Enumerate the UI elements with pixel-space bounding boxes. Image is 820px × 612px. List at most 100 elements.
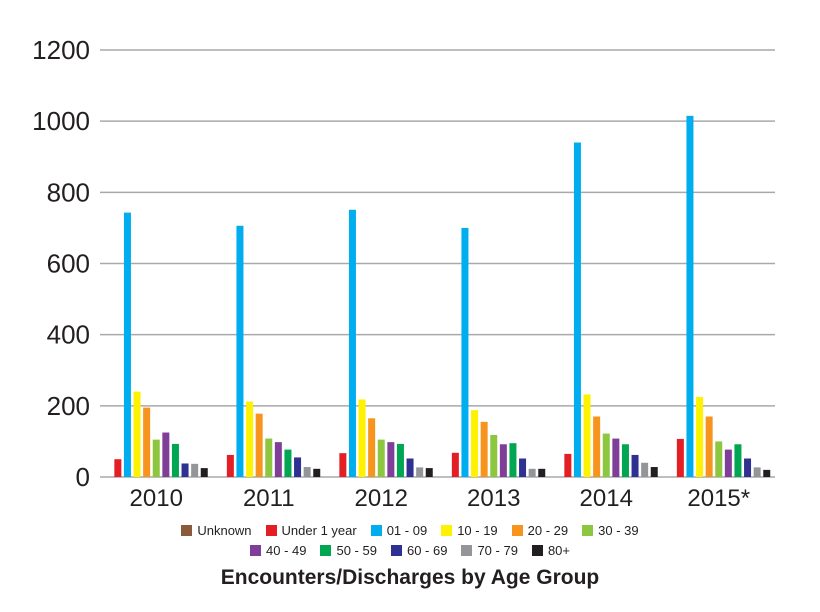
bar xyxy=(763,469,771,477)
chart-title: Encounters/Discharges by Age Group xyxy=(220,566,600,589)
y-tick-labels: 0 200 400 600 800 1000 1200 xyxy=(32,35,90,492)
bar xyxy=(724,449,732,477)
legend-swatch xyxy=(511,524,523,536)
bar xyxy=(528,468,536,477)
bar xyxy=(676,438,684,477)
legend-item: 40 - 49 xyxy=(250,543,306,558)
bar xyxy=(226,454,234,477)
legend-item: 30 - 39 xyxy=(582,522,639,538)
bar xyxy=(162,432,170,477)
bar xyxy=(499,444,507,477)
legend: Unknown Under 1 year 01 - 09 10 - 19 20 - 29… xyxy=(0,520,820,560)
bar xyxy=(715,441,723,477)
legend-row: 40 - 49 50 - 59 60 - 69 70 - 79 80+ xyxy=(0,540,820,560)
bar xyxy=(200,468,208,477)
bar xyxy=(583,394,591,477)
bars xyxy=(114,115,771,477)
legend-swatch xyxy=(370,524,382,536)
bar xyxy=(621,444,629,477)
legend-item: 50 - 59 xyxy=(320,542,377,558)
legend-swatch xyxy=(390,544,402,556)
legend-swatch xyxy=(461,544,473,556)
bar xyxy=(274,442,282,477)
x-tick-label: 2014 xyxy=(580,485,633,512)
bar xyxy=(368,418,376,477)
x-tick-label: 2011 xyxy=(243,485,295,512)
bar xyxy=(294,457,302,477)
y-tick-label: 1000 xyxy=(32,106,90,136)
bar xyxy=(284,449,292,477)
bar xyxy=(152,439,160,477)
legend-row: Unknown Under 1 year 01 - 09 10 - 19 20 - 29… xyxy=(0,520,820,540)
chart: 0 200 400 600 800 1000 1200 2010 2011 2012 2013 20… xyxy=(32,35,775,512)
bar xyxy=(143,407,151,477)
bar xyxy=(564,453,572,477)
legend-label: 20 - 29 xyxy=(527,522,569,538)
y-tick-label: 400 xyxy=(47,320,90,350)
legend-swatch xyxy=(441,524,453,536)
bar xyxy=(171,443,179,477)
legend-swatch xyxy=(582,524,594,536)
bar xyxy=(133,391,141,477)
legend-item: 70 - 79 xyxy=(461,542,518,558)
legend-swatch xyxy=(531,544,543,556)
bar xyxy=(696,396,704,477)
legend-swatch xyxy=(250,544,261,556)
legend-label: 10 - 19 xyxy=(457,522,498,538)
legend-item: Under 1 year xyxy=(265,523,357,538)
legend-item: Unknown xyxy=(181,523,252,538)
legend-label: 01 - 09 xyxy=(386,522,428,538)
bar xyxy=(396,443,404,477)
bar xyxy=(191,463,199,477)
legend-label: 60 - 69 xyxy=(406,542,448,558)
bar xyxy=(650,467,658,477)
bar xyxy=(303,467,311,477)
legend-item: 01 - 09 xyxy=(370,522,428,538)
bar xyxy=(573,142,581,477)
legend-swatch xyxy=(181,524,193,536)
x-tick-label: 2010 xyxy=(130,485,183,512)
x-tick-label: 2013 xyxy=(467,485,520,512)
bar xyxy=(246,401,254,477)
bar xyxy=(471,410,479,477)
bar xyxy=(612,438,620,477)
legend-item: 80+ xyxy=(531,542,570,558)
bar xyxy=(123,212,131,477)
bar xyxy=(538,468,546,477)
bar xyxy=(181,463,189,477)
y-tick-label: 800 xyxy=(47,177,90,207)
y-tick-label: 600 xyxy=(47,249,90,279)
bar xyxy=(641,462,649,477)
bar xyxy=(602,433,610,477)
bar xyxy=(406,458,414,477)
y-tick-label: 200 xyxy=(47,391,90,421)
x-tick-label: 2015* xyxy=(687,485,750,512)
legend-item: 20 - 29 xyxy=(511,522,569,538)
bar xyxy=(631,454,639,477)
legend-label: 50 - 59 xyxy=(336,542,377,558)
x-tick-label: 2012 xyxy=(355,485,408,512)
bar xyxy=(425,468,433,477)
bar xyxy=(734,444,742,477)
bar xyxy=(686,115,694,477)
legend-swatch xyxy=(320,544,332,556)
legend-item: 60 - 69 xyxy=(390,542,448,558)
bar xyxy=(265,438,273,477)
legend-label: 70 - 79 xyxy=(477,542,518,558)
legend-item: 10 - 19 xyxy=(441,522,498,538)
bar xyxy=(490,435,498,477)
y-tick-label: 0 xyxy=(76,462,90,492)
bar xyxy=(416,467,424,477)
gridlines xyxy=(100,49,775,478)
bar xyxy=(705,416,713,477)
y-tick-label: 1200 xyxy=(32,35,90,65)
bar xyxy=(509,443,517,477)
legend-label: 80+ xyxy=(547,542,570,558)
bar xyxy=(593,416,601,477)
legend-label: 30 - 39 xyxy=(598,522,639,538)
bar xyxy=(480,421,488,477)
bar xyxy=(753,467,761,477)
bar xyxy=(348,209,356,477)
bar xyxy=(387,442,395,477)
bar xyxy=(451,452,459,477)
